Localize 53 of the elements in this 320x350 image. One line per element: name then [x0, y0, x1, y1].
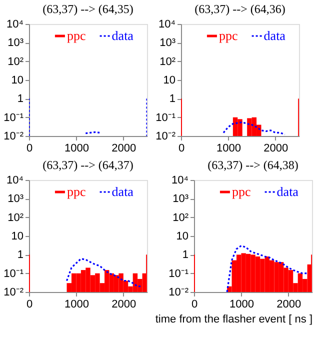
chart-title: (63,37) --> (64,37) [42, 158, 134, 172]
y-tick-label: 1 [17, 93, 24, 106]
y-tick-label: 10⁻² [4, 130, 24, 142]
x-tick-label: 0 [191, 298, 198, 310]
y-tick-label: 10 [11, 230, 24, 242]
y-tick-label: 10² [160, 56, 176, 68]
y-tick-label: 10⁴ [172, 174, 189, 186]
y-tick-label: 10³ [172, 193, 189, 206]
y-tick-label: 10⁻² [156, 130, 176, 142]
legend-label: data [112, 28, 134, 43]
x-tick-label: 0 [178, 142, 185, 154]
legend-label: ppc [66, 184, 86, 199]
y-tick-label: 10⁴ [6, 174, 24, 186]
y-tick-label: 10² [8, 212, 24, 224]
y-tick-label: 10³ [8, 37, 24, 50]
x-tick-label: 2000 [112, 298, 136, 310]
y-tick-label: 10⁻¹ [168, 268, 189, 280]
y-tick-label: 10⁴ [158, 18, 176, 30]
x-tick-label: 1000 [216, 142, 241, 154]
y-tick-label: 10⁻¹ [4, 112, 24, 124]
legend-label: data [276, 184, 299, 199]
legend-label: ppc [218, 28, 238, 43]
x-tick-label: 1000 [64, 142, 89, 154]
legend-label: ppc [66, 28, 86, 43]
x-axis-title: time from the flasher event [ ns ] [155, 314, 312, 326]
x-tick-label: 1000 [64, 298, 89, 310]
y-tick-label: 10⁻² [4, 286, 24, 298]
x-tick-label: 2000 [112, 142, 136, 154]
y-tick-label: 1 [169, 93, 176, 106]
chart-title: (63,37) --> (64,38) [208, 158, 298, 172]
y-tick-label: 10 [163, 74, 176, 86]
y-tick-label: 10⁻¹ [156, 112, 176, 124]
y-tick-label: 10³ [8, 193, 24, 206]
chart-title: (63,37) --> (64,36) [194, 2, 286, 16]
legend-label: ppc [232, 184, 251, 199]
y-tick-label: 10 [11, 74, 24, 86]
y-tick-label: 10³ [160, 37, 176, 50]
x-tick-label: 1000 [229, 298, 254, 310]
x-tick-label: 2000 [264, 142, 288, 154]
y-tick-label: 1 [182, 249, 188, 262]
y-tick-label: 10⁴ [6, 18, 24, 30]
chart-title: (63,37) --> (64,35) [42, 2, 134, 16]
x-tick-label: 2000 [276, 298, 302, 310]
y-tick-label: 10⁻¹ [4, 268, 24, 280]
legend-label: data [112, 184, 134, 199]
x-tick-label: 0 [26, 298, 33, 310]
y-tick-label: 10² [172, 212, 189, 224]
y-tick-label: 10 [176, 230, 188, 242]
x-tick-label: 0 [26, 142, 33, 154]
y-tick-label: 1 [17, 249, 24, 262]
y-tick-label: 10² [8, 56, 24, 68]
y-tick-label: 10⁻² [168, 286, 189, 298]
legend-label: data [264, 28, 286, 43]
